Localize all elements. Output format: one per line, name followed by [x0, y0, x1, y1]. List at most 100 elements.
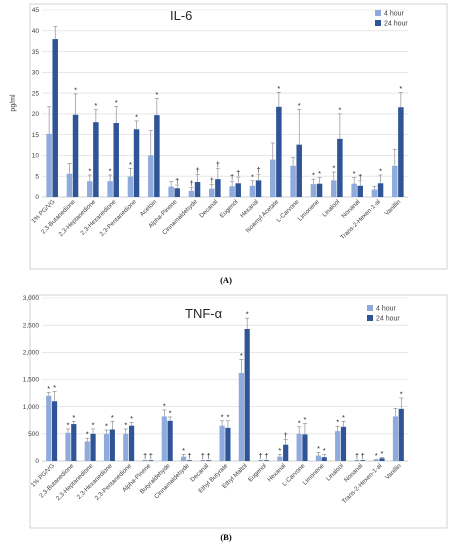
bar: [377, 183, 384, 197]
y-tick-label: 25: [32, 90, 40, 97]
significance-mark: *: [332, 164, 335, 173]
bar: [371, 189, 378, 197]
significance-mark: †: [355, 452, 359, 461]
bar: [154, 115, 160, 197]
significance-mark: *: [277, 84, 280, 93]
legend-label: 24 hour: [384, 21, 408, 28]
significance-mark: *: [92, 420, 95, 429]
chart-title: IL-6: [170, 8, 192, 23]
significance-mark: *: [375, 451, 378, 460]
bar: [123, 433, 129, 461]
bar: [276, 106, 282, 197]
bar: [215, 179, 221, 197]
significance-mark: †: [201, 452, 205, 461]
bar: [71, 424, 77, 461]
bar: [87, 181, 93, 197]
bar: [263, 460, 270, 461]
bar: [290, 165, 296, 197]
bar: [270, 159, 276, 197]
bar: [180, 456, 187, 461]
panel-frame: [29, 294, 448, 529]
y-tick-label: 0: [35, 458, 39, 465]
significance-mark: †: [264, 452, 268, 461]
significance-mark: †: [210, 176, 214, 185]
significance-mark: *: [379, 166, 382, 175]
panel-label: (A): [220, 275, 232, 285]
bar: [161, 416, 167, 461]
y-tick-label: 2,500: [23, 322, 40, 329]
bar: [219, 425, 225, 461]
significance-mark: †: [143, 452, 147, 461]
significance-mark: †: [230, 173, 234, 182]
significance-mark: *: [72, 413, 75, 422]
y-tick-label: 15: [32, 132, 40, 139]
y-axis-label: pg/ml: [10, 94, 17, 112]
bar: [296, 433, 302, 461]
significance-mark: *: [47, 384, 50, 393]
significance-mark: *: [226, 412, 229, 421]
bar: [238, 372, 244, 461]
bar: [302, 434, 308, 461]
bar: [283, 444, 289, 461]
y-tick-label: 500: [28, 431, 39, 438]
bar: [209, 188, 215, 197]
legend-swatch: [375, 10, 381, 16]
significance-mark: *: [342, 413, 345, 422]
legend-label: 4 hour: [384, 11, 405, 18]
bar: [373, 459, 379, 461]
significance-mark: *: [53, 383, 56, 392]
significance-mark: *: [338, 105, 341, 114]
bar: [255, 180, 262, 197]
significance-mark: *: [399, 84, 402, 93]
bar: [52, 39, 58, 197]
significance-mark: *: [221, 412, 224, 421]
significance-mark: *: [303, 415, 306, 424]
significance-mark: *: [111, 413, 114, 422]
bar: [186, 460, 192, 461]
significance-mark: †: [175, 176, 179, 185]
significance-mark: *: [298, 101, 301, 110]
bar: [335, 431, 341, 461]
significance-mark: *: [109, 166, 112, 175]
significance-mark: *: [312, 171, 315, 180]
significance-mark: †: [358, 172, 362, 181]
bar: [167, 420, 173, 461]
bar: [258, 460, 264, 461]
bar: [316, 183, 323, 197]
significance-mark: *: [240, 351, 243, 360]
significance-mark: †: [361, 452, 365, 461]
bar: [174, 188, 180, 197]
significance-mark: *: [400, 389, 403, 398]
bar: [277, 456, 283, 461]
significance-mark: *: [317, 444, 320, 453]
significance-mark: *: [129, 160, 132, 169]
y-tick-label: 45: [32, 7, 40, 14]
significance-mark: *: [105, 422, 108, 431]
significance-mark: *: [124, 420, 127, 429]
significance-mark: †: [195, 166, 199, 175]
significance-mark: *: [182, 446, 185, 455]
bar: [93, 122, 99, 197]
y-tick-label: 5: [35, 173, 39, 180]
significance-mark: *: [323, 446, 326, 455]
bar: [310, 184, 317, 197]
panel-frame: [29, 3, 448, 270]
bar: [392, 416, 399, 461]
y-tick-label: 40: [32, 28, 40, 35]
bar: [148, 460, 154, 461]
y-tick-label: 10: [32, 153, 40, 160]
significance-mark: *: [318, 169, 321, 178]
significance-mark: *: [86, 430, 89, 439]
bar: [249, 185, 256, 197]
y-tick-label: 0: [35, 194, 39, 201]
y-tick-label: 1,500: [23, 377, 40, 384]
bar: [206, 460, 212, 461]
bar: [72, 114, 79, 197]
significance-mark: †: [189, 179, 193, 188]
bar: [321, 457, 327, 461]
y-tick-label: 20: [32, 111, 40, 118]
significance-mark: *: [251, 172, 254, 181]
bar: [225, 427, 231, 461]
bar: [148, 155, 154, 197]
